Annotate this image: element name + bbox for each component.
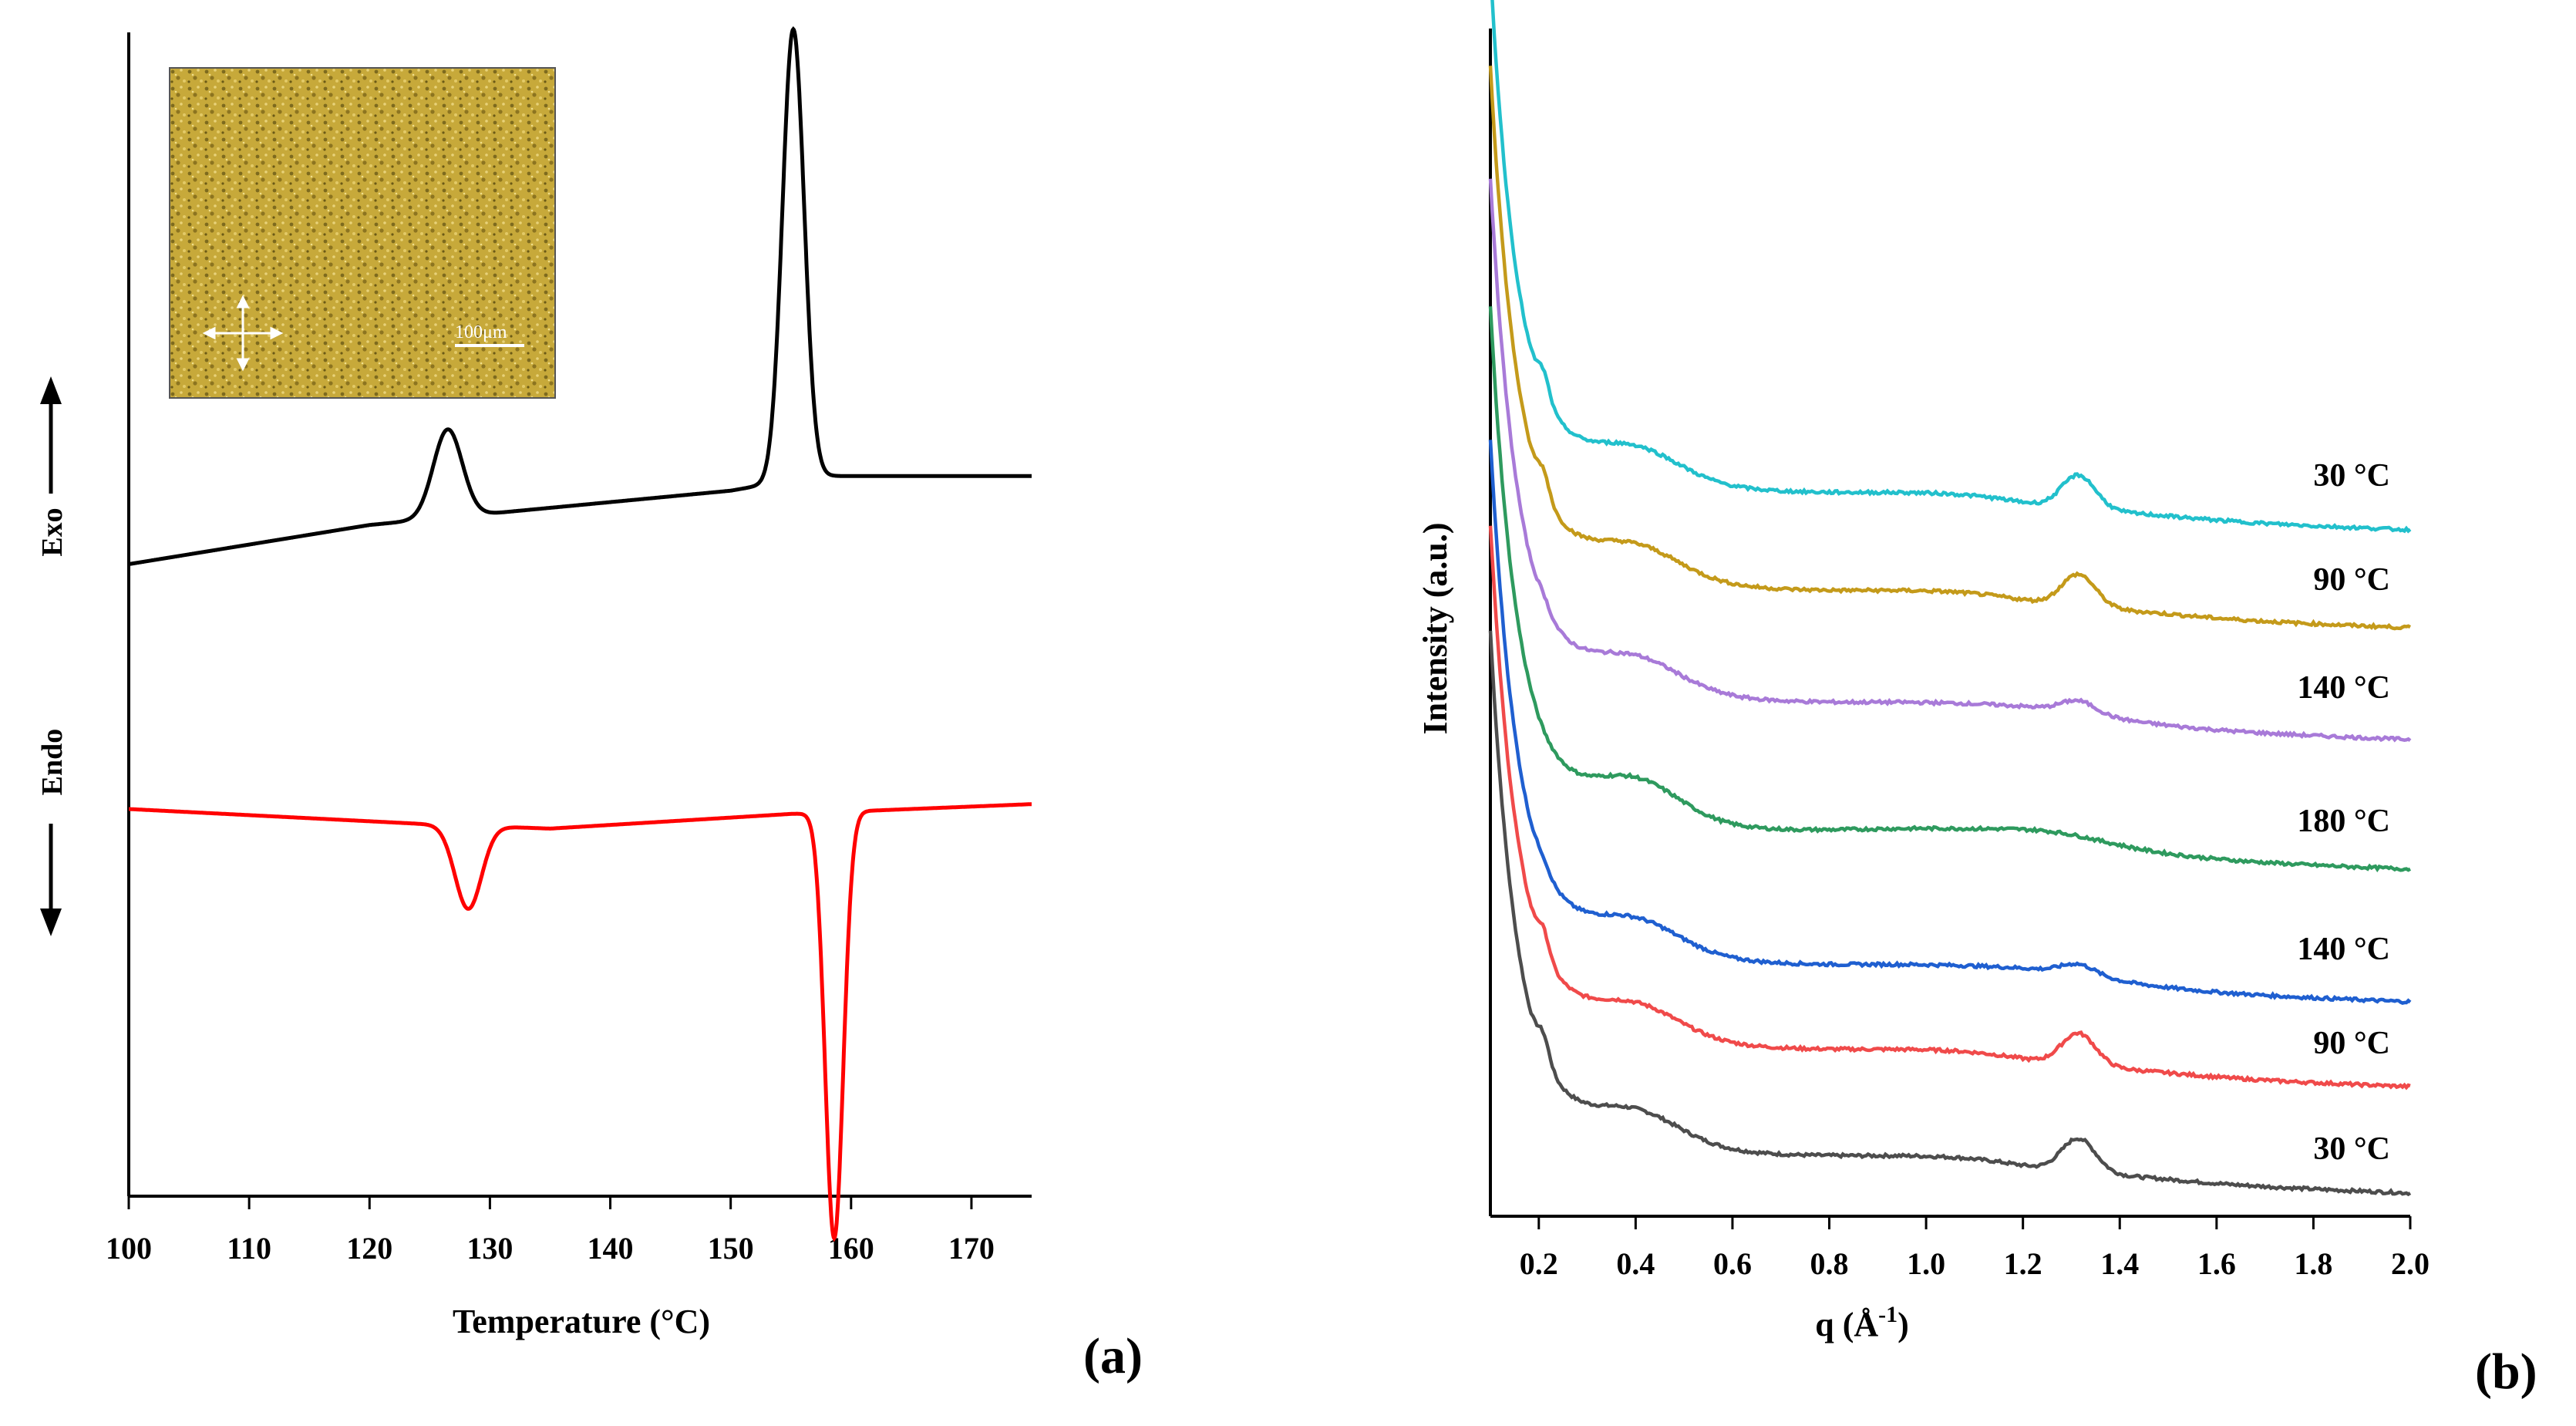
xrd-curve-4	[1488, 178, 2412, 743]
panel-a-xlabel: Temperature (°C)	[453, 1303, 710, 1340]
panel-b-x-tick-label: 1.2	[2004, 1246, 2042, 1281]
panel-b-xlabel: q (Å-1)	[1815, 1302, 1909, 1343]
panel-a-x-tick-label: 100	[106, 1231, 152, 1266]
exo-arrow-up-icon	[40, 376, 62, 404]
xrd-curve-2	[1488, 440, 2412, 1005]
xrd-series-label: 30 °C	[2313, 458, 2390, 494]
panel-b-xlabel-sup: -1	[1878, 1302, 1897, 1327]
xrd-series-label: 140 °C	[2297, 932, 2390, 967]
xrd-series-label: 90 °C	[2313, 1026, 2390, 1061]
exo-endo-indicator: Exo Endo	[36, 376, 69, 936]
panel-a-x-tick-label: 140	[588, 1231, 634, 1266]
panel-b-x-tick-label: 0.6	[1713, 1246, 1752, 1281]
panel-b-x-tick-label: 0.8	[1810, 1246, 1849, 1281]
xrd-curve-0	[1488, 630, 2412, 1197]
panel-b-x-ticks: 0.2 0.4 0.6 0.8 1.0 1.2 1.4 1.6 1.8 2.0	[1520, 1216, 2430, 1281]
exo-label: Exo	[36, 507, 69, 556]
polarizer-cross-icon	[202, 295, 284, 372]
xrd-curve-5	[1488, 66, 2412, 631]
inset-micrograph: 100μm	[169, 67, 556, 399]
panel-b-legend-labels: 30 °C 90 °C 140 °C 180 °C 140 °C 90 °C 30 °C	[2297, 458, 2390, 1167]
panel-a-x-tick-label: 120	[346, 1231, 392, 1266]
panel-b-x-tick-label: 2.0	[2391, 1246, 2430, 1281]
xrd-series-label: 30 °C	[2313, 1131, 2390, 1167]
panel-b-ylabel: Intensity (a.u.)	[1416, 522, 1454, 734]
panel-b-axes	[1489, 29, 2410, 1218]
panel-a-x-tick-label: 130	[466, 1231, 513, 1266]
dsc-curve-0	[128, 26, 1032, 566]
panel-a-series	[128, 26, 1032, 1242]
dsc-curve-1	[129, 802, 1032, 1242]
panel-b-x-tick-label: 1.4	[2100, 1246, 2139, 1281]
xrd-series-label: 90 °C	[2313, 562, 2390, 598]
panel-b-xlabel-main: q (Å	[1815, 1306, 1878, 1343]
panel-a-x-tick-label: 170	[948, 1231, 995, 1266]
xrd-series-label: 180 °C	[2297, 804, 2390, 839]
panel-b-series	[1488, 0, 2412, 1197]
panel-b-x-tick-label: 1.6	[2197, 1246, 2236, 1281]
panel-b-xlabel-tail: )	[1897, 1306, 1909, 1343]
panel-b-xrd: 0.2 0.4 0.6 0.8 1.0 1.2 1.4 1.6 1.8 2.0 30 °C 90 °…	[1416, 0, 2537, 1400]
xrd-curve-6	[1490, 0, 2412, 534]
endo-arrow-down-icon	[40, 909, 62, 936]
panel-b-x-tick-label: 0.2	[1520, 1246, 1558, 1281]
panel-b-x-tick-label: 1.8	[2294, 1246, 2332, 1281]
xrd-curve-3	[1488, 306, 2412, 873]
xrd-series-label: 140 °C	[2297, 670, 2390, 706]
xrd-curve-1	[1488, 525, 2411, 1091]
panel-a-axes	[127, 32, 1032, 1198]
panel-a-label: (a)	[1083, 1328, 1143, 1384]
inset-scale-label: 100μm	[455, 322, 507, 342]
panel-a-dsc: 100 110 120 130 140 150 160 170 100μm Exo Endo	[36, 26, 1143, 1384]
panel-a-x-ticks: 100 110 120 130 140 150 160 170	[106, 1196, 995, 1266]
panel-a-x-tick-label: 150	[708, 1231, 754, 1266]
panel-b-label: (b)	[2475, 1343, 2537, 1400]
panel-b-x-tick-label: 0.4	[1616, 1246, 1655, 1281]
panel-a-x-tick-label: 110	[227, 1231, 271, 1266]
panel-b-x-tick-label: 1.0	[1907, 1246, 1945, 1281]
endo-label: Endo	[36, 729, 69, 796]
